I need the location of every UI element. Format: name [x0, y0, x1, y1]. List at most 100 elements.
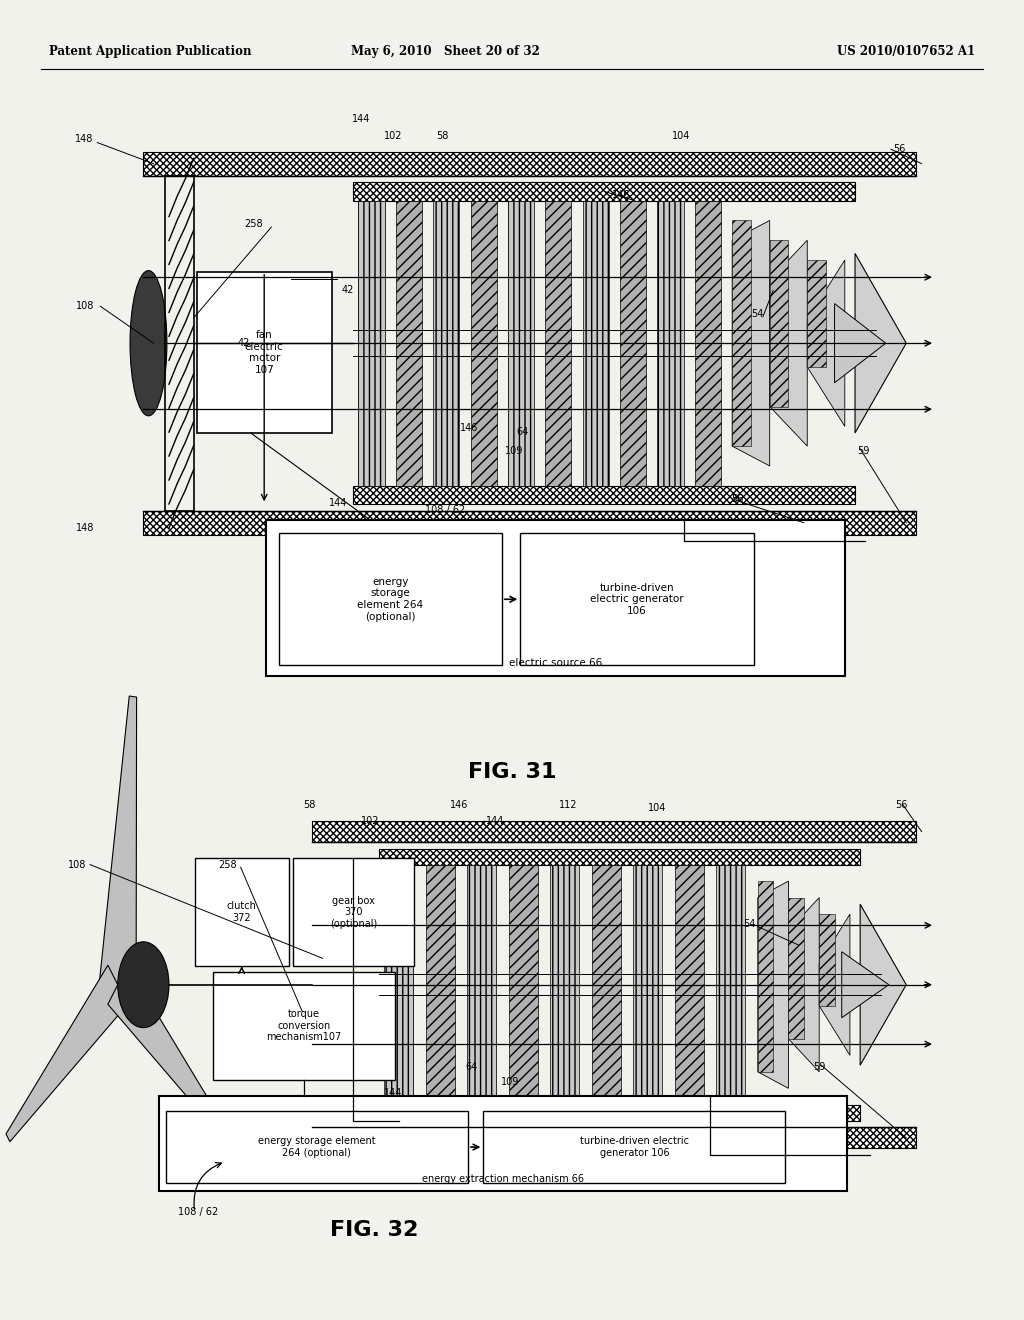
- Polygon shape: [758, 882, 788, 1088]
- Bar: [293, 858, 414, 966]
- Text: 258: 258: [218, 859, 237, 870]
- Bar: [395, 201, 422, 486]
- Bar: [770, 240, 788, 407]
- Bar: [379, 849, 860, 865]
- Text: 146: 146: [612, 190, 631, 201]
- Polygon shape: [99, 696, 136, 987]
- Bar: [433, 201, 460, 486]
- Bar: [657, 201, 684, 486]
- Bar: [426, 865, 455, 1105]
- Text: 54: 54: [743, 919, 756, 929]
- Bar: [353, 182, 855, 201]
- Bar: [716, 865, 745, 1105]
- Text: 148: 148: [76, 523, 94, 533]
- Bar: [467, 865, 497, 1105]
- Text: 148: 148: [75, 133, 93, 144]
- Text: 108 / 62: 108 / 62: [177, 1206, 218, 1217]
- Bar: [312, 821, 916, 842]
- Text: 42: 42: [342, 285, 354, 296]
- Polygon shape: [770, 240, 807, 446]
- Bar: [758, 882, 773, 1072]
- Text: 144: 144: [486, 816, 505, 826]
- Bar: [732, 220, 751, 446]
- Bar: [550, 865, 580, 1105]
- Text: energy
storage
element 264
(optional): energy storage element 264 (optional): [357, 577, 423, 622]
- Text: energy storage element
264 (optional): energy storage element 264 (optional): [258, 1137, 376, 1158]
- Text: 64: 64: [465, 1061, 477, 1072]
- Text: gear box
370
(optional): gear box 370 (optional): [330, 895, 377, 929]
- Text: 109: 109: [501, 1077, 519, 1088]
- Bar: [819, 913, 835, 1006]
- Text: turbine-driven electric
generator 106: turbine-driven electric generator 106: [580, 1137, 689, 1158]
- Polygon shape: [842, 952, 889, 1018]
- Text: 64: 64: [516, 426, 528, 437]
- Text: 56: 56: [893, 144, 905, 154]
- Polygon shape: [732, 220, 770, 466]
- Bar: [197, 272, 332, 433]
- Text: 42: 42: [238, 338, 250, 348]
- Text: 58: 58: [436, 131, 449, 141]
- Text: 146: 146: [460, 422, 478, 433]
- Bar: [358, 201, 385, 486]
- Text: 58: 58: [303, 800, 315, 810]
- Bar: [592, 865, 621, 1105]
- Bar: [788, 898, 804, 1039]
- Text: clutch
372: clutch 372: [226, 902, 257, 923]
- Text: 56: 56: [731, 494, 743, 504]
- Text: May 6, 2010   Sheet 20 of 32: May 6, 2010 Sheet 20 of 32: [351, 45, 540, 58]
- Polygon shape: [807, 260, 845, 426]
- Bar: [545, 201, 571, 486]
- Bar: [312, 1127, 916, 1148]
- Bar: [195, 858, 289, 966]
- Polygon shape: [855, 253, 906, 433]
- Text: 104: 104: [672, 131, 690, 141]
- Text: 102: 102: [361, 816, 380, 826]
- Text: 102: 102: [384, 131, 402, 141]
- Bar: [633, 865, 663, 1105]
- Text: 59: 59: [857, 446, 869, 457]
- Text: FIG. 32: FIG. 32: [330, 1220, 418, 1241]
- Text: FIG. 31: FIG. 31: [468, 762, 556, 783]
- Bar: [470, 201, 497, 486]
- Ellipse shape: [130, 271, 167, 416]
- Text: 112: 112: [559, 800, 578, 810]
- Polygon shape: [6, 965, 128, 1142]
- Ellipse shape: [118, 942, 169, 1027]
- Bar: [159, 1096, 847, 1191]
- Text: 54: 54: [752, 309, 764, 319]
- Text: 109: 109: [505, 446, 523, 457]
- Bar: [379, 1105, 860, 1121]
- Bar: [483, 1111, 785, 1183]
- Bar: [384, 865, 413, 1105]
- Bar: [353, 486, 855, 504]
- Bar: [143, 152, 916, 176]
- Bar: [213, 972, 395, 1080]
- Text: 59: 59: [813, 1061, 825, 1072]
- Text: fan
electric
motor
107: fan electric motor 107: [245, 330, 284, 375]
- Text: 144: 144: [329, 498, 347, 508]
- Bar: [675, 865, 703, 1105]
- Text: 56: 56: [895, 800, 907, 810]
- Text: 258: 258: [245, 219, 263, 230]
- Text: torque
conversion
mechanism107: torque conversion mechanism107: [266, 1008, 342, 1043]
- Polygon shape: [860, 904, 906, 1065]
- Polygon shape: [788, 898, 819, 1072]
- Bar: [266, 520, 845, 676]
- Bar: [143, 511, 916, 535]
- Polygon shape: [819, 913, 850, 1056]
- Text: 146: 146: [450, 800, 468, 810]
- Text: 144: 144: [384, 1088, 402, 1098]
- Text: 108: 108: [76, 301, 94, 312]
- Bar: [520, 533, 754, 665]
- Polygon shape: [108, 965, 229, 1142]
- Bar: [807, 260, 826, 367]
- Polygon shape: [835, 304, 886, 383]
- Bar: [509, 865, 538, 1105]
- Text: 108: 108: [68, 859, 86, 870]
- Bar: [694, 201, 721, 486]
- Text: 144: 144: [352, 114, 371, 124]
- Text: 108 / 62: 108 / 62: [425, 504, 466, 515]
- Text: turbine-driven
electric generator
106: turbine-driven electric generator 106: [590, 582, 684, 616]
- Bar: [620, 201, 646, 486]
- Text: US 2010/0107652 A1: US 2010/0107652 A1: [837, 45, 975, 58]
